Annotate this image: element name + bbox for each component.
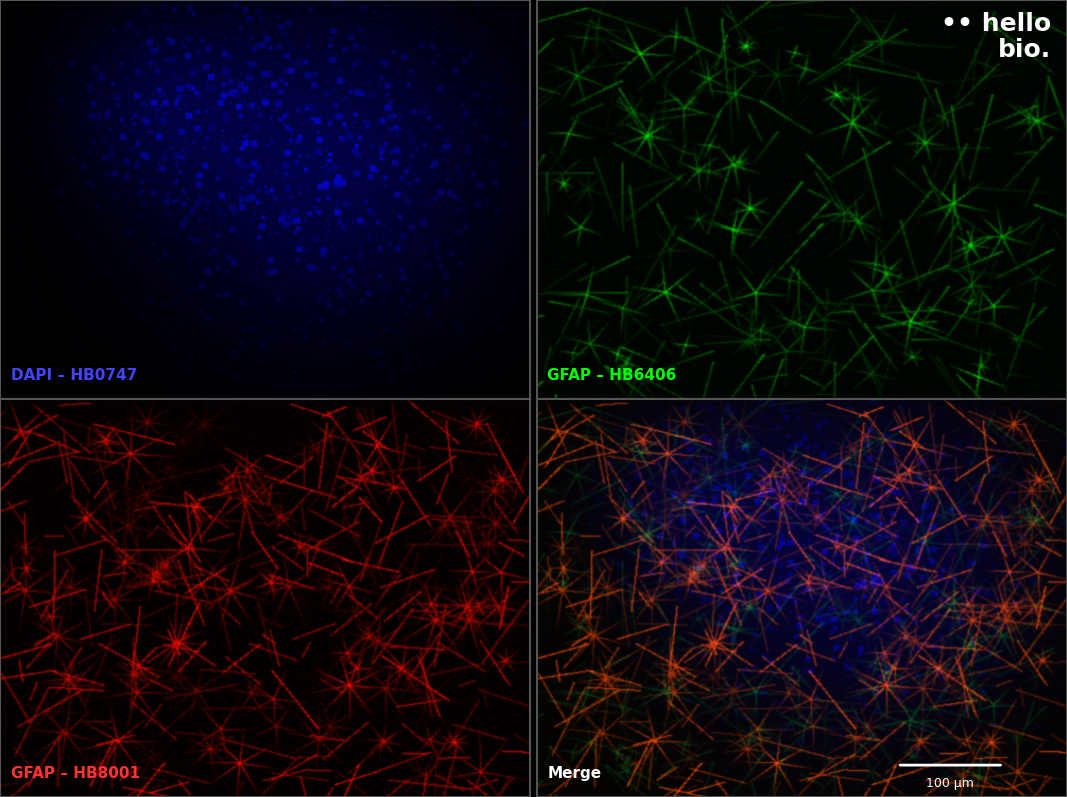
Text: Merge: Merge bbox=[547, 766, 602, 781]
Text: 100 μm: 100 μm bbox=[926, 777, 974, 790]
Text: GFAP – HB6406: GFAP – HB6406 bbox=[547, 367, 676, 383]
Text: •• hello
bio.: •• hello bio. bbox=[941, 12, 1051, 62]
Text: GFAP – HB8001: GFAP – HB8001 bbox=[11, 766, 140, 781]
Text: DAPI – HB0747: DAPI – HB0747 bbox=[11, 367, 137, 383]
